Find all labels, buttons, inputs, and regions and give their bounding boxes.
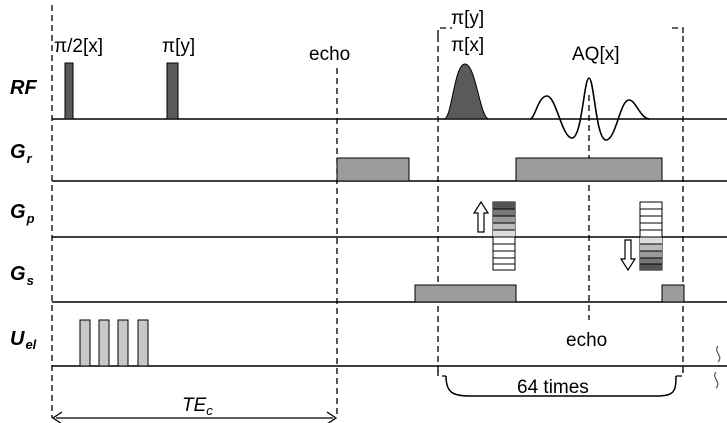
gp-phase-encode-ladder-2 xyxy=(639,201,663,271)
loop-bracket-top-right xyxy=(672,27,684,36)
rf-echo-label: echo xyxy=(309,44,350,65)
gr-readout-lobe xyxy=(515,157,663,182)
uel-pulse-2 xyxy=(98,319,110,367)
uel-channel-label: Uel xyxy=(10,328,37,352)
te-arrow-left-head-icon xyxy=(51,411,63,423)
loop-bracket-bottom-left xyxy=(437,370,446,377)
gp-channel-label: Gp xyxy=(10,201,35,226)
te-label: TEc xyxy=(182,395,213,418)
gs-channel-label: Gs xyxy=(10,263,34,288)
te-arrow-right-head-icon xyxy=(326,411,338,423)
rf-90-pulse xyxy=(64,62,74,120)
cropped-squiggle-icon xyxy=(714,345,721,389)
rf-pulse-x-label: π[x] xyxy=(451,35,484,56)
gr-channel-label: Gr xyxy=(10,141,33,166)
rf-shaped-pulse xyxy=(443,63,490,120)
rf-90-pulse-label: π/2[x] xyxy=(54,36,103,57)
acquisition-label: AQ[x] xyxy=(572,44,620,65)
uel-pulse-4 xyxy=(137,319,149,367)
loop-brace xyxy=(445,375,677,397)
gs-crusher-lobe xyxy=(414,284,517,303)
rf-180-pulse-label: π[y] xyxy=(162,36,195,57)
rf-channel-label: RF xyxy=(10,77,37,99)
rf-acquisition-echo-signal xyxy=(529,77,651,141)
uel-pulse-1 xyxy=(79,319,91,367)
uel-pulse-3 xyxy=(117,319,129,367)
gr-dephase-lobe xyxy=(336,157,410,182)
loop-bracket-bottom-right xyxy=(676,370,684,377)
gp-up-arrow-icon xyxy=(472,200,490,233)
loop-count-label: 64 times xyxy=(517,377,589,398)
gp-phase-encode-ladder-1 xyxy=(492,201,516,271)
gp-down-arrow-icon xyxy=(619,239,637,272)
rf-180-pulse xyxy=(166,62,179,120)
echo-marker-label: echo xyxy=(566,330,607,351)
loop-bracket-top-left xyxy=(437,27,452,36)
gs-end-lobe xyxy=(661,284,685,303)
rf-pulse-y-label: π[y] xyxy=(451,8,484,29)
